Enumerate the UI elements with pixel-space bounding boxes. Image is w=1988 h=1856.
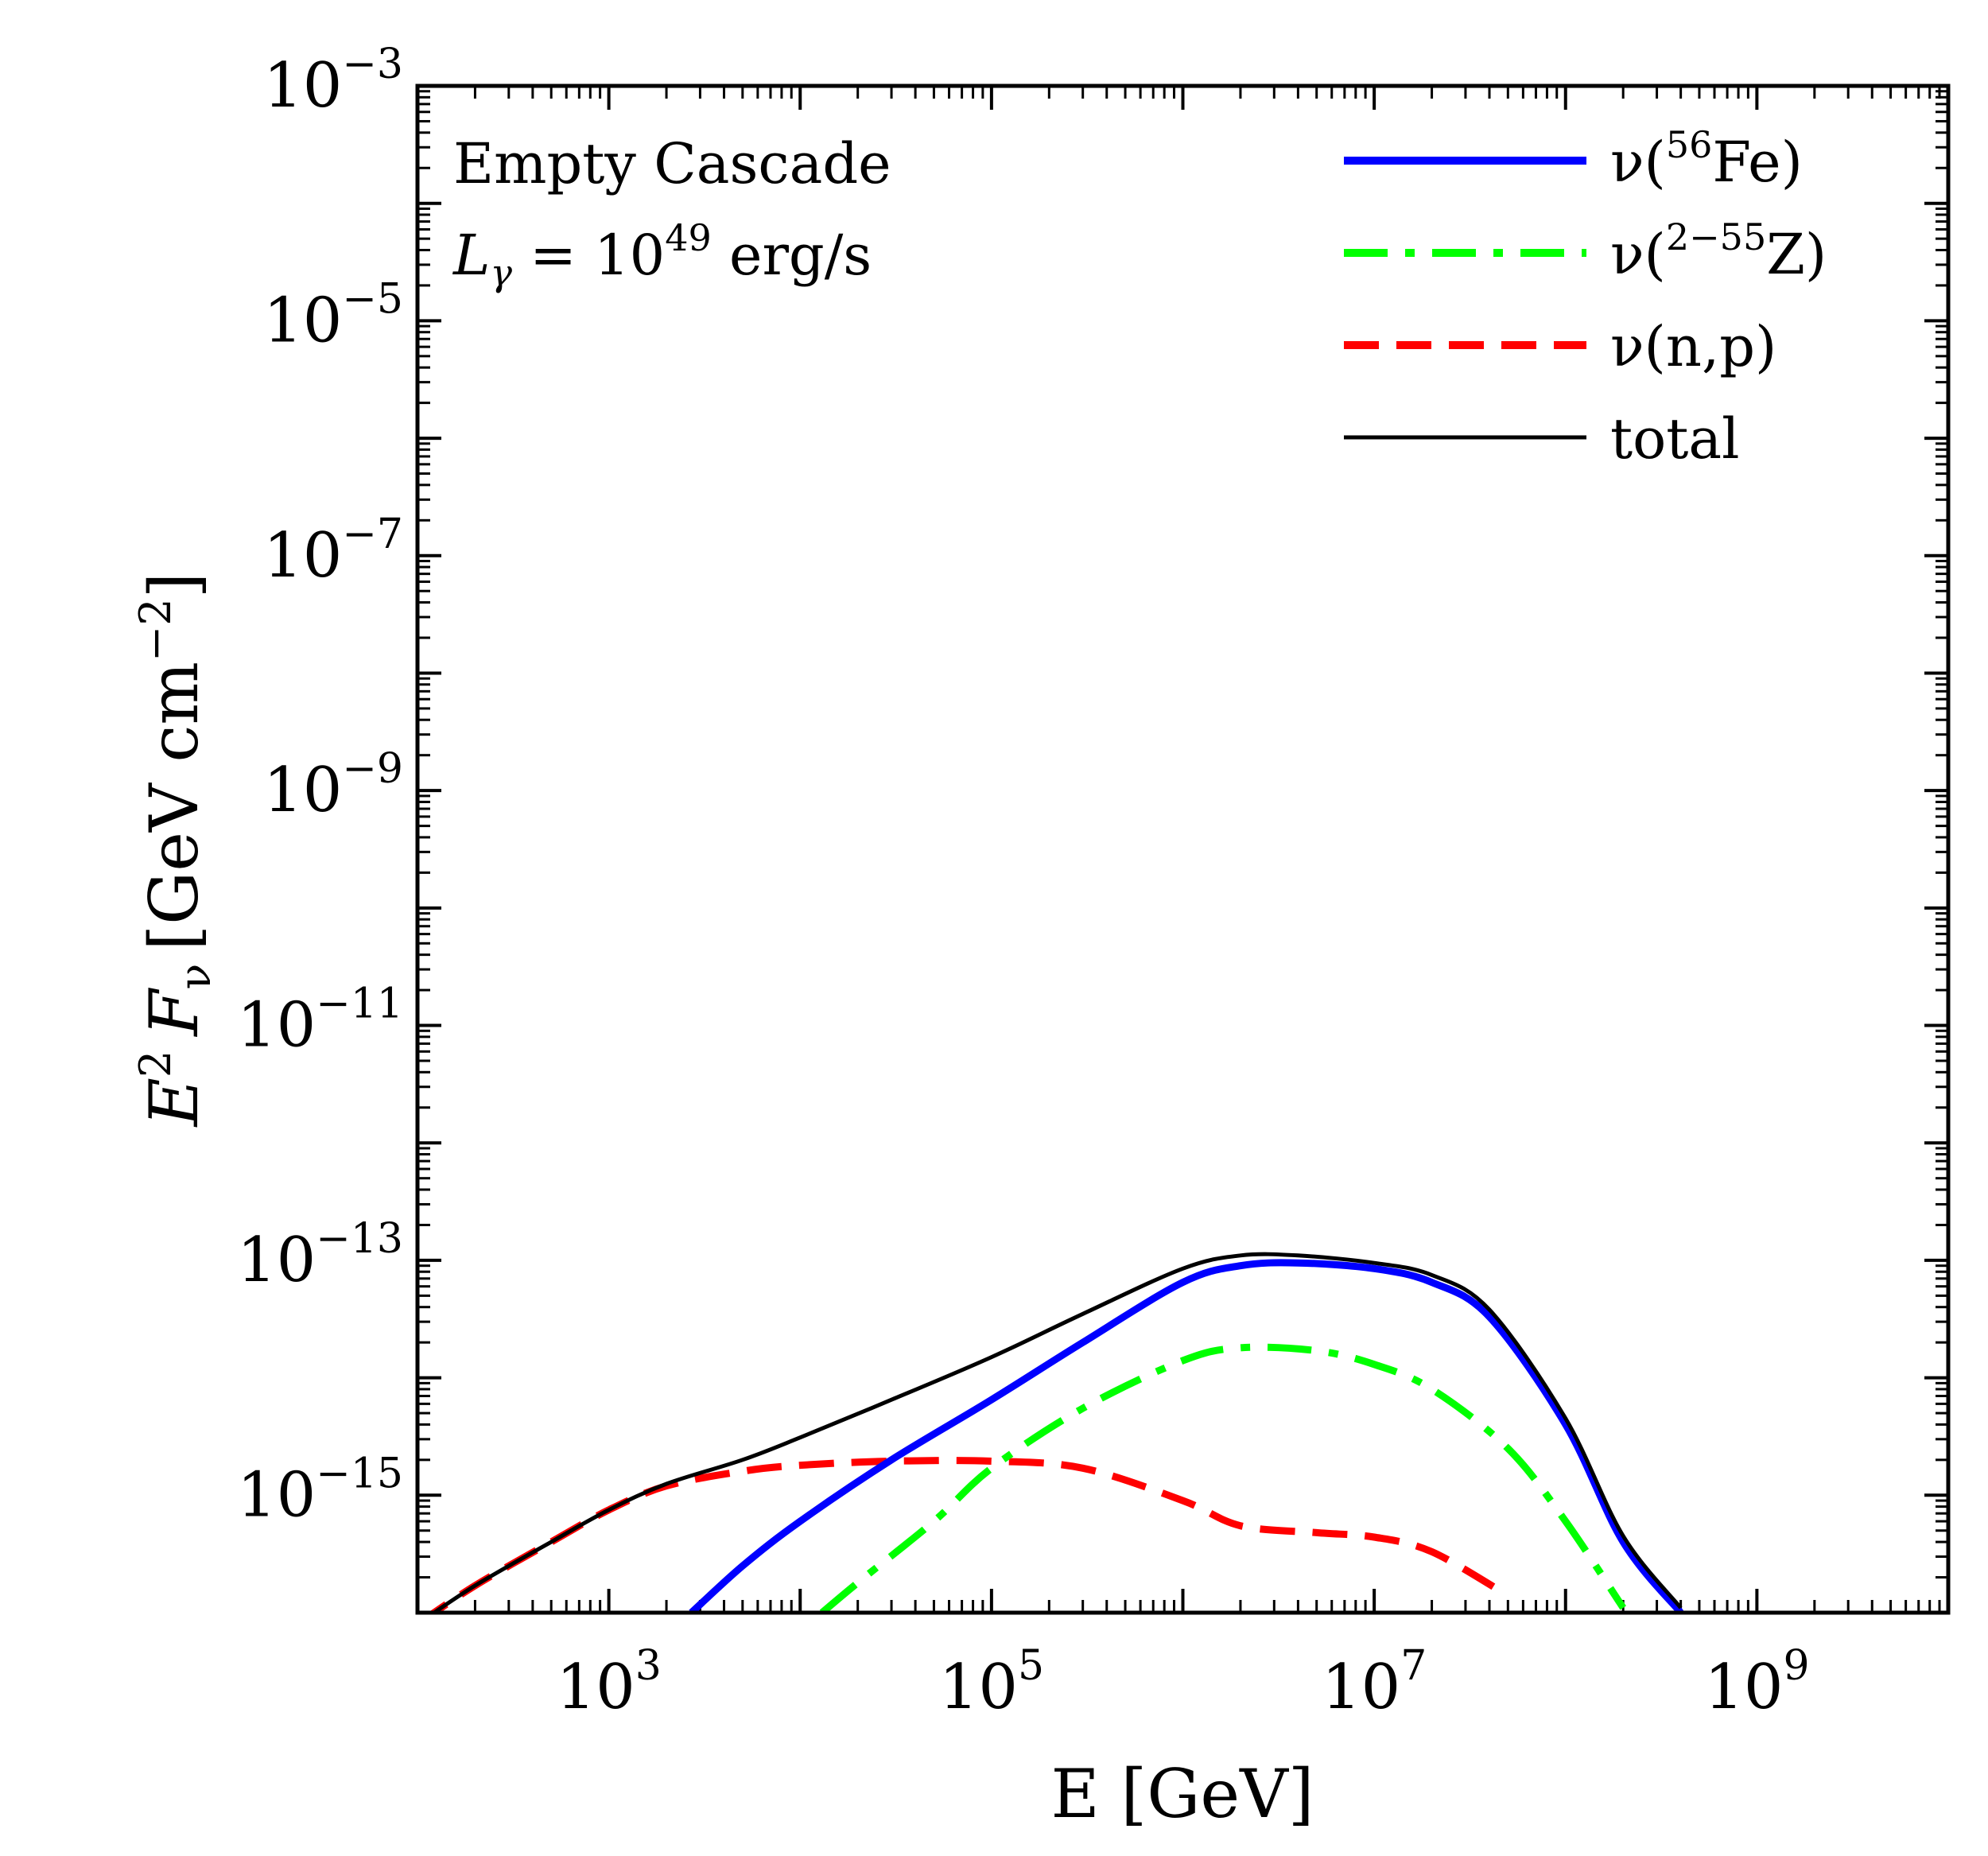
legend: ν(56Fe) ν(2−55Z) ν(n,p) total xyxy=(1344,123,1827,472)
series-line-z xyxy=(819,1343,1626,1613)
x-tick-label: 103 xyxy=(556,1642,661,1723)
y-tick-label: 10−11 xyxy=(237,980,403,1062)
y-tick-label: 10−9 xyxy=(263,745,403,826)
y-tick-label: 10−5 xyxy=(263,275,403,356)
legend-entry-fe: ν(56Fe) xyxy=(1344,123,1803,195)
series-layer xyxy=(427,1252,1684,1613)
y-tick-label: 10−13 xyxy=(237,1215,403,1296)
plot-frame xyxy=(415,83,1951,1615)
y-tick-label: 10−15 xyxy=(237,1450,403,1531)
y-tick-labels: 10−3 10−5 10−7 10−9 10−11 10−13 10−15 xyxy=(237,41,403,1531)
x-tick-label: 109 xyxy=(1704,1642,1809,1723)
minor-ticks xyxy=(417,86,1948,1613)
x-tick-label: 105 xyxy=(939,1642,1044,1723)
legend-label-z: ν(2−55Z) xyxy=(1610,215,1827,287)
series-line-total xyxy=(430,1252,1683,1613)
y-tick-label: 10−3 xyxy=(263,41,403,122)
x-tick-labels: 103 105 107 109 xyxy=(556,1642,1809,1723)
annotation-title: Empty Cascade xyxy=(453,131,891,196)
series-line-fe xyxy=(689,1259,1684,1613)
legend-entry-z: ν(2−55Z) xyxy=(1344,215,1827,287)
legend-label-fe: ν(56Fe) xyxy=(1610,123,1803,195)
legend-label-np: ν(n,p) xyxy=(1610,314,1776,379)
legend-entry-total: total xyxy=(1344,406,1740,472)
x-axis-label: E [GeV] xyxy=(1050,1755,1314,1833)
legend-entry-np: ν(n,p) xyxy=(1344,314,1776,379)
annotation-luminosity: Lγ = 1049 erg/s xyxy=(452,216,872,294)
y-tick-label: 10−7 xyxy=(263,511,403,592)
x-tick-label: 107 xyxy=(1322,1642,1427,1723)
legend-label-total: total xyxy=(1610,406,1740,472)
y-axis-label: E2Fν[GeV cm−2] xyxy=(130,573,220,1128)
series-line-np xyxy=(427,1457,1510,1613)
